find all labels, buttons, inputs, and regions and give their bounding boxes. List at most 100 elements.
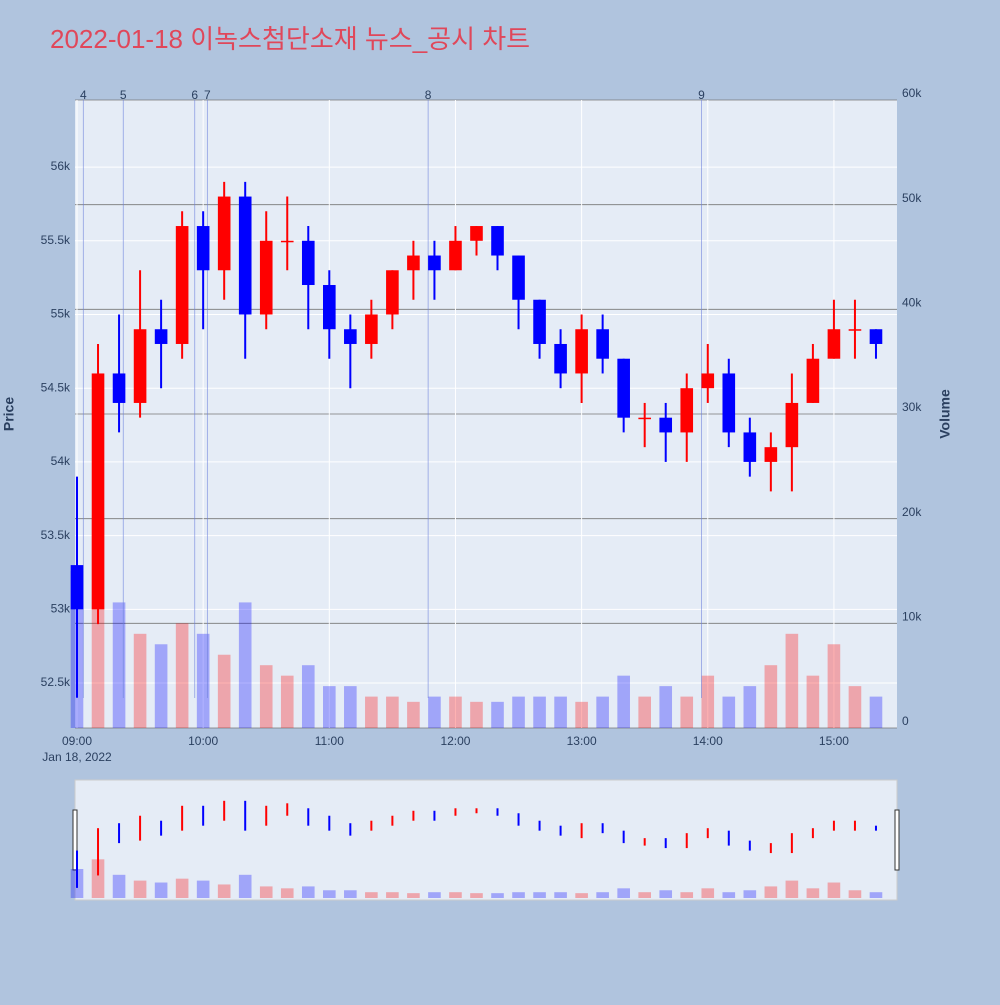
volume-bar [238,602,252,728]
candle-body [512,255,525,300]
mini-volume-bar [554,892,567,898]
candle-body [449,240,462,271]
mini-volume-bar [386,892,399,898]
y-tick-label: 54k [51,454,71,468]
candle-body [175,226,189,344]
x-tick-label: 14:00 [693,734,723,748]
mini-volume-bar [428,892,441,898]
candle-body [470,226,483,241]
mini-volume-bar [512,892,525,898]
volume-bar [154,644,168,728]
y2-axis-title: Volume [937,389,953,439]
mini-volume-bar [617,888,630,898]
candle-body [869,329,883,344]
candle-body [238,196,252,315]
volume-bar [785,633,799,728]
mini-volume-bar [133,880,147,898]
mini-volume-bar [365,892,378,898]
y2-tick-label: 50k [902,191,922,205]
range-slider[interactable] [74,779,898,901]
volume-bar [869,696,883,728]
volume-bar [301,665,315,728]
volume-bar [217,654,231,728]
candle-body [280,240,294,243]
volume-bar [196,633,210,728]
y-tick-label: 53k [51,602,71,616]
y-axis-title: Price [1,397,17,431]
candle-body [196,226,210,271]
candle-body [638,417,651,420]
mini-volume-bar [533,892,546,898]
candle-body [407,255,420,271]
mini-volume-bar [575,893,588,898]
y2-tick-label: 10k [902,610,922,624]
y2-tick-label: 30k [902,400,922,414]
mini-volume-bar [869,892,883,898]
y-tick-label: 52.5k [41,675,71,689]
annotation-label: 4 [80,88,87,102]
candle-body [785,402,799,448]
volume-bar [365,696,378,728]
x-tick-label: 15:00 [819,734,849,748]
volume-bar [407,701,420,728]
volume-bar [617,675,630,728]
mini-volume-bar [785,880,799,898]
mini-volume-bar [259,886,273,898]
candle-body [112,373,126,403]
y2-tick-label: 20k [902,505,922,519]
volume-bar [764,665,778,728]
mini-volume-bar [596,892,609,898]
mini-volume-bar [827,882,841,898]
volume-bar [806,675,820,728]
mini-volume-bar [407,893,420,898]
annotation-label: 7 [204,88,211,102]
y-tick-label: 56k [51,159,71,173]
x-tick-label: 09:00 [62,734,92,748]
chart-title: 2022-01-18 이녹스첨단소재 뉴스_공시 차트 [50,24,530,54]
mini-volume-bar [470,893,483,898]
volume-bar [701,675,715,728]
mini-volume-bar [701,888,715,898]
mini-volume-bar [764,886,778,898]
mini-volume-bar [722,892,736,898]
candle-body [386,270,399,315]
y-tick-label: 54.5k [41,380,71,394]
candle-body [617,358,630,418]
annotation-label: 6 [191,88,198,102]
volume-bar [680,696,694,728]
mini-volume-bar [680,892,694,898]
volume-bar [512,696,525,728]
volume-bar [491,701,504,728]
range-handle[interactable] [894,809,900,871]
volume-bar [344,686,357,728]
mini-volume-bar [280,888,294,898]
mini-volume-bar [848,890,862,898]
volume-bar [323,686,336,728]
candle-body [743,432,757,462]
mini-volume-bar [743,890,757,898]
candle-body [91,373,105,610]
y-tick-label: 55k [51,307,71,321]
range-handle[interactable] [72,809,78,871]
volume-bar [280,675,294,728]
volume-bar [659,686,673,728]
mini-volume-bar [154,882,168,898]
mini-volume-bar [217,884,231,898]
mini-volume-bar [806,888,820,898]
candle-body [491,226,504,256]
candle-body [154,329,168,344]
volume-bar [259,665,273,728]
candle-body [701,373,715,389]
mini-volume-bar [449,892,462,898]
mini-volume-bar [659,890,673,898]
candle-body [575,329,588,374]
y2-tick-label: 60k [902,86,922,100]
volume-bar [449,696,462,728]
candle-body [827,329,841,359]
volume-bar [554,696,567,728]
volume-bar [112,602,126,728]
candle-body [596,329,609,359]
volume-bar [175,623,189,728]
x-tick-label: 11:00 [315,734,344,748]
